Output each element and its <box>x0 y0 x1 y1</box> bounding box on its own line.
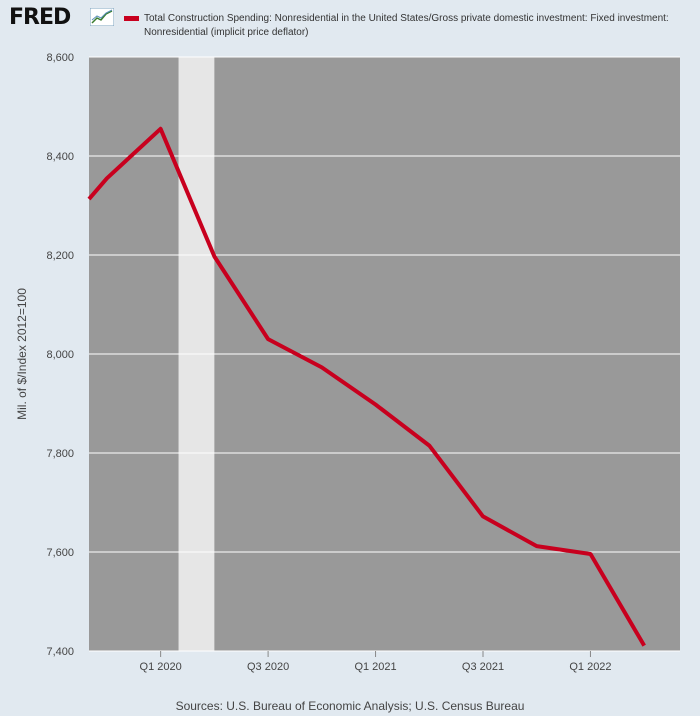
y-tick-label: 8,400 <box>46 151 74 163</box>
source-note: Sources: U.S. Bureau of Economic Analysi… <box>175 699 525 713</box>
y-tick-label: 7,800 <box>46 448 74 460</box>
y-tick-label: 8,600 <box>46 52 74 64</box>
y-axis-label: Mil. of $/Index 2012=100 <box>15 288 29 420</box>
y-tick-label: 8,000 <box>46 349 74 361</box>
x-tick-label: Q1 2022 <box>569 661 611 673</box>
x-tick-label: Q3 2021 <box>462 661 504 673</box>
x-axis-ticks: Q1 2020 Q3 2020 Q1 2021 Q3 2021 Q1 2022 <box>140 651 612 673</box>
x-tick-label: Q1 2020 <box>140 661 182 673</box>
x-tick-label: Q3 2020 <box>247 661 289 673</box>
y-tick-label: 7,400 <box>46 646 74 658</box>
fred-logo[interactable]: FRED <box>9 5 71 30</box>
legend-label[interactable]: Total Construction Spending: Nonresident… <box>144 13 669 38</box>
fred-chart-icon <box>90 8 114 26</box>
legend-swatch <box>124 16 139 21</box>
x-tick-label: Q1 2021 <box>354 661 396 673</box>
series-line[interactable] <box>87 126 646 647</box>
y-axis-ticks: 7,400 7,600 7,800 8,000 8,200 8,400 8,600 <box>46 52 74 658</box>
header: FRED Total Construction Spending: Nonres… <box>0 0 700 48</box>
y-tick-label: 7,600 <box>46 547 74 559</box>
y-tick-label: 8,200 <box>46 250 74 262</box>
